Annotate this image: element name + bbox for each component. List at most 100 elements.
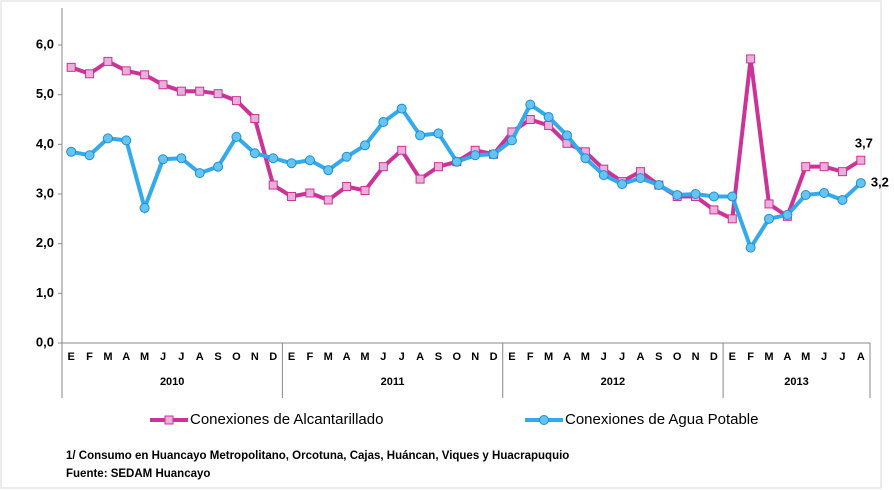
data-point [103, 56, 113, 66]
data-point [268, 180, 278, 190]
x-tick-label: M [764, 351, 773, 363]
x-tick-label: N [692, 351, 700, 363]
data-point [66, 146, 77, 157]
data-point [342, 182, 352, 192]
x-tick-label: M [544, 351, 553, 363]
data-point [562, 130, 572, 141]
note: 1/ Consumo en Huancayo Metropolitano, Or… [66, 450, 569, 462]
data-point [415, 130, 426, 141]
x-tick-label: J [380, 351, 386, 363]
data-point [544, 120, 554, 130]
data-point [194, 168, 205, 179]
x-tick-label: E [729, 351, 736, 363]
data-point [855, 178, 866, 189]
data-point [451, 156, 462, 167]
data-point [819, 188, 830, 199]
x-tick-label: A [783, 351, 791, 363]
data-point [746, 54, 756, 64]
x-tick-label: S [214, 351, 221, 363]
data-point [672, 189, 683, 200]
x-tick-label: A [857, 351, 865, 363]
x-tick-label: A [563, 351, 571, 363]
data-point [341, 151, 352, 162]
data-point [543, 112, 554, 123]
data-point [286, 158, 297, 169]
data-point [304, 155, 315, 166]
data-point [268, 153, 279, 164]
data-point [764, 199, 774, 209]
data-point [745, 242, 756, 253]
data-point [617, 179, 628, 190]
year-label: 2011 [381, 376, 405, 388]
data-point [378, 162, 388, 172]
data-point [470, 150, 481, 161]
x-tick-label: D [710, 351, 718, 363]
data-point [140, 70, 150, 80]
data-point [856, 155, 866, 165]
x-tick-label: A [343, 351, 351, 363]
data-point [231, 131, 242, 142]
data-point [176, 86, 186, 96]
x-tick-label: J [399, 351, 405, 363]
x-tick-label: E [288, 351, 295, 363]
data-point [323, 195, 333, 205]
data-point [690, 189, 701, 199]
data-point [66, 62, 76, 72]
data-point [158, 80, 168, 90]
data-point [433, 128, 444, 139]
data-point [250, 114, 260, 124]
data-point [85, 69, 95, 79]
data-point [415, 174, 425, 184]
x-tick-label: O [673, 351, 682, 363]
x-tick-label: N [471, 351, 479, 363]
data-point [727, 191, 738, 202]
x-tick-label: D [269, 351, 277, 363]
legend-label: Conexiones de Alcantarillado [190, 411, 383, 428]
note: Fuente: SEDAM Huancayo [66, 468, 210, 480]
x-tick-label: M [324, 351, 333, 363]
x-tick-label: F [747, 351, 754, 363]
data-point [249, 148, 260, 159]
data-point [819, 162, 829, 172]
x-tick-label: M [801, 351, 810, 363]
data-point [708, 191, 719, 202]
data-point [213, 89, 223, 99]
y-tick-label: 1,0 [36, 285, 54, 300]
x-tick-label: J [839, 351, 845, 363]
data-point [139, 202, 150, 213]
x-tick-label: M [581, 351, 590, 363]
data-point [360, 186, 370, 196]
year-label: 2012 [601, 376, 625, 388]
y-tick-label: 4,0 [36, 136, 54, 151]
year-label: 2010 [160, 376, 184, 388]
data-point [102, 133, 113, 144]
data-label: 3,2 [871, 175, 889, 190]
year-label: 2013 [784, 376, 808, 388]
data-point [764, 213, 774, 224]
x-tick-label: J [821, 351, 827, 363]
y-tick-label: 6,0 [36, 36, 54, 51]
x-tick-label: A [636, 351, 644, 363]
x-tick-label: J [601, 351, 607, 363]
data-point [800, 189, 811, 200]
data-point [598, 170, 609, 181]
legend-label: Conexiones de Agua Potable [565, 411, 758, 428]
x-tick-label: A [122, 351, 130, 363]
data-point [433, 162, 443, 172]
y-tick-label: 5,0 [36, 86, 54, 101]
x-tick-label: J [160, 351, 166, 363]
data-point [158, 154, 168, 165]
data-point [195, 86, 205, 96]
data-point [396, 103, 407, 114]
data-point [323, 165, 334, 176]
data-label: 3,7 [855, 136, 873, 151]
data-point [305, 188, 315, 198]
data-point [837, 194, 848, 205]
data-point [525, 115, 535, 124]
x-tick-label: M [140, 351, 149, 363]
series-line [70, 58, 862, 222]
x-tick-label: S [435, 351, 442, 363]
x-tick-label: E [68, 351, 75, 363]
